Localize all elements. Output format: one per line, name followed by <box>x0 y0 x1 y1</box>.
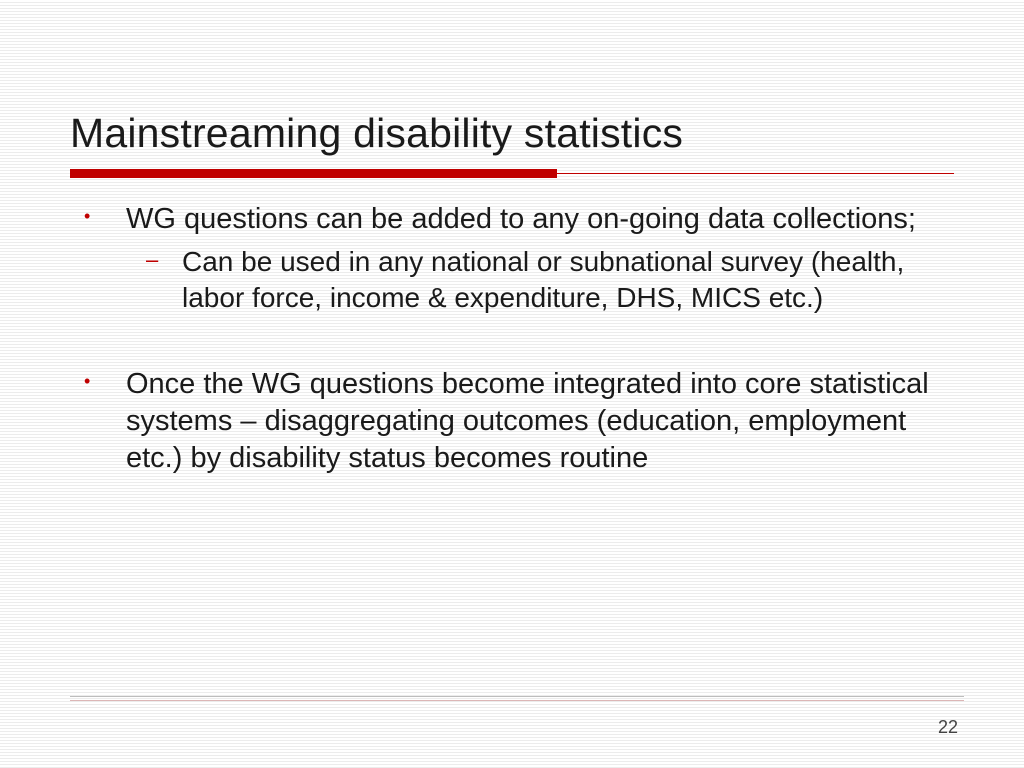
footer-underline <box>70 696 964 702</box>
bullet-list: WG questions can be added to any on-goin… <box>70 201 954 316</box>
slide-title: Mainstreaming disability statistics <box>70 110 954 157</box>
bullet-list: Once the WG questions become integrated … <box>70 366 954 477</box>
footer-underline-red <box>70 700 964 701</box>
title-underline-thick <box>70 169 557 178</box>
page-number: 22 <box>938 717 958 738</box>
spacer <box>70 328 954 366</box>
sub-bullet-list: Can be used in any national or subnation… <box>126 244 954 316</box>
title-underline <box>70 169 954 179</box>
slide: Mainstreaming disability statistics WG q… <box>0 0 1024 768</box>
slide-body: WG questions can be added to any on-goin… <box>70 201 954 477</box>
sub-bullet-item: Can be used in any national or subnation… <box>126 244 954 316</box>
bullet-item: Once the WG questions become integrated … <box>70 366 954 477</box>
bullet-text: Once the WG questions become integrated … <box>126 368 929 474</box>
sub-bullet-text: Can be used in any national or subnation… <box>182 246 904 313</box>
footer-underline-gray <box>70 696 964 697</box>
bullet-item: WG questions can be added to any on-goin… <box>70 201 954 316</box>
bullet-text: WG questions can be added to any on-goin… <box>126 203 916 235</box>
